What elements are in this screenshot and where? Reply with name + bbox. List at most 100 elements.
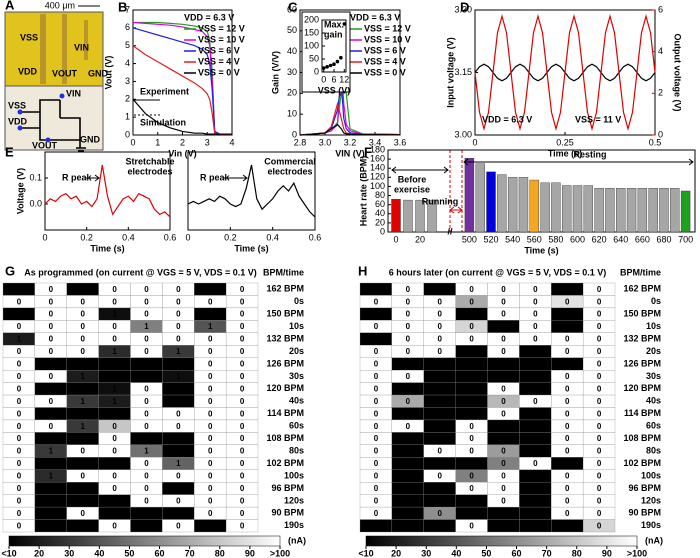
cell-bit: 0 [565, 447, 570, 456]
cell-bit: 0 [437, 335, 442, 344]
cell-bit: 1 [112, 397, 117, 406]
cell-bit: 0 [597, 434, 602, 443]
cell-bit: 0 [533, 322, 538, 331]
y-tick-label: 50 [309, 53, 319, 63]
y-tick-label: 0 [292, 129, 297, 139]
cell-bit: 1 [469, 347, 474, 356]
colorbar-tick-label: 70 [542, 548, 552, 558]
cell-bit: 1 [176, 397, 181, 406]
cell-bit: 0 [565, 484, 570, 493]
cell-bit: 0 [565, 335, 570, 344]
cell-bit: 0 [597, 297, 602, 306]
annotation: VSS = 11 V [575, 114, 621, 124]
series-line [132, 45, 232, 135]
cell-bit: 0 [144, 310, 149, 319]
cell-bit: 0 [144, 335, 149, 344]
legend-entry: VSS = 0 V [364, 67, 406, 77]
cell-bit: 1 [176, 372, 181, 381]
cell-bit: 0 [565, 422, 570, 431]
cell-bit: 1 [469, 310, 474, 319]
cell-bit: 0 [144, 459, 149, 468]
cell-bit: 1 [406, 459, 411, 468]
bar [616, 188, 626, 233]
cell-bit: 0 [112, 335, 117, 344]
cell-bit: 0 [49, 310, 54, 319]
bar [637, 188, 648, 233]
inset-title: gain [324, 29, 343, 39]
cell-bit: 0 [374, 496, 379, 505]
cell-bit: 1 [49, 484, 54, 493]
cell-bit: 0 [80, 472, 85, 481]
cell-bit: 0 [17, 397, 22, 406]
schematic-node [45, 137, 51, 143]
colorbar-tick-label: 50 [481, 548, 491, 558]
heatmap-title: 6 hours later (on current @ VGS = 5 V, V… [389, 267, 607, 277]
cell-bit: 0 [597, 409, 602, 418]
cell-bit: 0 [49, 297, 54, 306]
x-axis-label: Vin (V) [168, 148, 196, 158]
cell-bit: 1 [112, 384, 117, 393]
cell-bit: 0 [240, 459, 245, 468]
photo-electrode [40, 14, 46, 84]
y-axis-label: Gain (V/V) [270, 51, 280, 94]
x-tick-label: 6 [331, 74, 336, 84]
y2-axis-label: Output voltage (V) [673, 34, 683, 112]
cell-bit: 0 [176, 297, 181, 306]
scale-label: 400 μm [45, 0, 75, 10]
cell-bit: 1 [112, 372, 117, 381]
cell-bit: 1 [112, 496, 117, 505]
annotation: Before [398, 174, 427, 184]
cell-bit: 0 [565, 347, 570, 356]
cell-bit: 0 [406, 372, 411, 381]
schematic-node [17, 109, 23, 115]
cell-bit: 1 [533, 434, 538, 443]
cell-bit: 1 [533, 372, 538, 381]
cell-bit: 1 [176, 459, 181, 468]
row-label: 100s [641, 470, 661, 480]
cell-bit: 0 [240, 447, 245, 456]
panel-letter: H [358, 263, 367, 278]
cell-bit: 0 [501, 297, 506, 306]
cell-bit: 0 [17, 447, 22, 456]
cell-bit: 0 [49, 347, 54, 356]
legend-entry: VSS = 0 V [198, 67, 240, 77]
cell-bit: 0 [469, 484, 474, 493]
cell-bit: 1 [49, 447, 54, 456]
cell-bit: 0 [437, 472, 442, 481]
cell-bit: 0 [208, 397, 213, 406]
inset-title: Max. [324, 19, 344, 29]
colorbar-unit: (nA) [288, 535, 306, 545]
annotation: Stretchable [125, 156, 174, 166]
cell-bit: 0 [597, 285, 602, 294]
bar [659, 188, 669, 233]
heatmap-title: As programmed (on current @ VGS = 5 V, V… [24, 267, 257, 277]
x-axis-label: VIN (V) [335, 148, 365, 158]
x-axis-label: VSS (V) [318, 85, 351, 95]
colorbar-tick-label: 80 [572, 548, 582, 558]
legend-entry: VSS = 12 V [364, 23, 411, 33]
cell-bit: 0 [49, 285, 54, 294]
row-label: 150 BPM [266, 309, 304, 319]
photo-electrode [84, 20, 88, 60]
cell-bit: 0 [501, 335, 506, 344]
y-tick-label: 60 [287, 4, 297, 14]
cell-bit: 0 [469, 521, 474, 530]
cell-bit: 1 [437, 397, 442, 406]
cell-bit: 1 [176, 347, 181, 356]
cell-bit: 0 [469, 322, 474, 331]
y2-tick-label: 6 [658, 4, 663, 14]
cell-bit: 1 [176, 509, 181, 518]
cell-bit: 0 [144, 384, 149, 393]
x-tick-label: 1 [155, 137, 160, 147]
row-label: 10s [289, 321, 304, 331]
row-label: 108 BPM [623, 433, 661, 443]
y2-tick-label: 4 [658, 46, 663, 56]
cell-bit: 1 [80, 422, 85, 431]
cell-bit: 1 [469, 384, 474, 393]
cell-bit: 0 [374, 459, 379, 468]
cell-bit: 0 [49, 372, 54, 381]
cell-bit: 0 [406, 397, 411, 406]
x-tick-label: 620 [592, 234, 607, 244]
cell-bit: 0 [597, 422, 602, 431]
cell-bit: 0 [406, 310, 411, 319]
